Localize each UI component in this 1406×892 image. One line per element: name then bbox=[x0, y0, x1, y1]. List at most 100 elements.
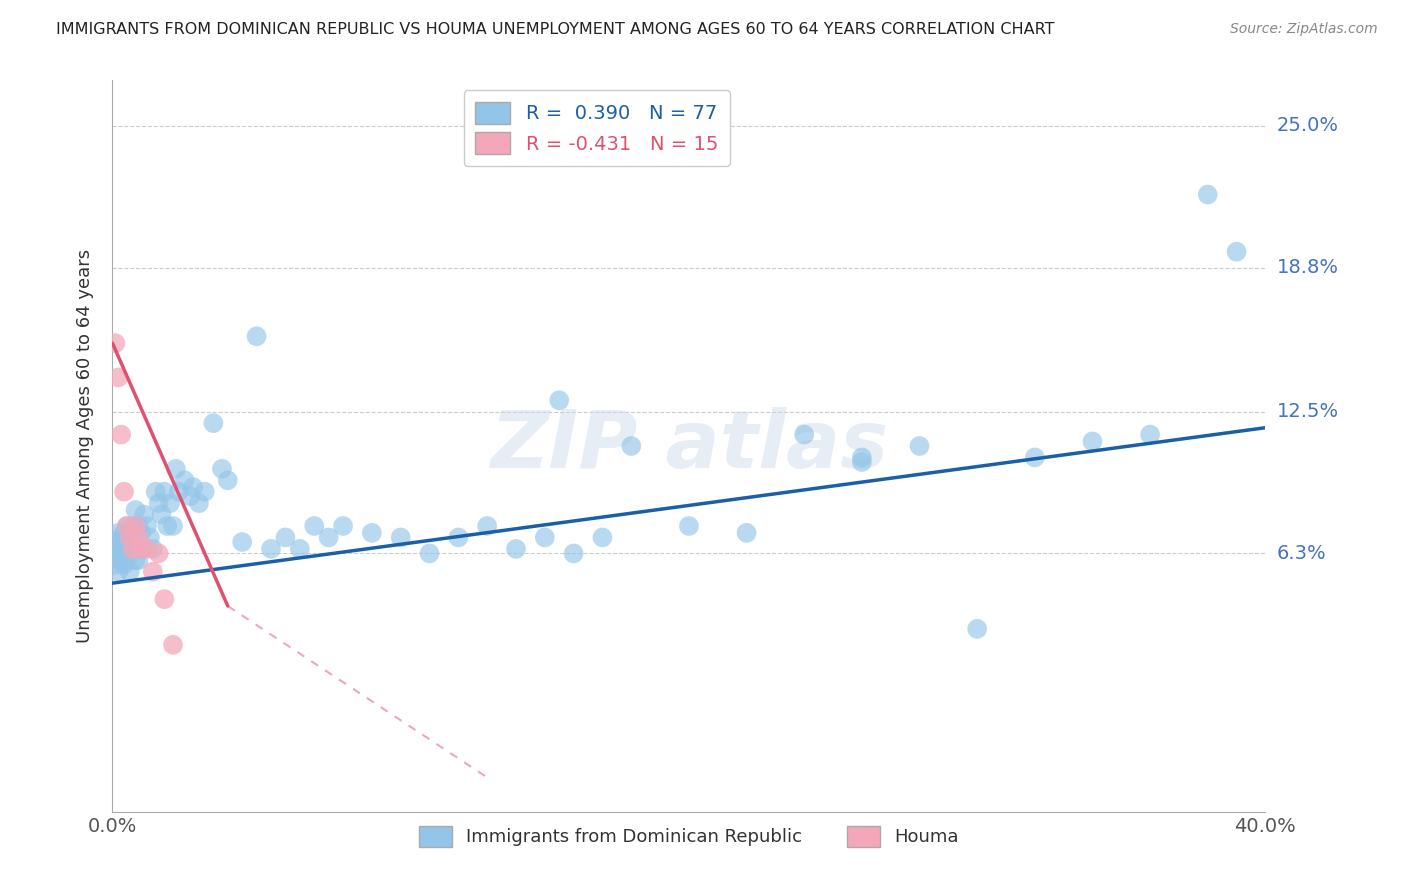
Point bbox=[115, 519, 138, 533]
Text: 12.5%: 12.5% bbox=[1277, 402, 1339, 421]
Point bbox=[1226, 244, 1249, 259]
Point bbox=[179, 489, 201, 503]
Point bbox=[389, 530, 412, 544]
Point bbox=[246, 329, 269, 343]
Point bbox=[112, 484, 135, 499]
Point bbox=[1139, 427, 1161, 442]
Point bbox=[505, 541, 527, 556]
Point bbox=[534, 530, 557, 544]
Point bbox=[304, 519, 326, 533]
Legend: Immigrants from Dominican Republic, Houma: Immigrants from Dominican Republic, Houm… bbox=[412, 819, 966, 854]
Point bbox=[159, 496, 181, 510]
Point bbox=[104, 546, 127, 560]
Point bbox=[318, 530, 340, 544]
Point bbox=[153, 592, 176, 607]
Point bbox=[851, 455, 873, 469]
Point bbox=[908, 439, 931, 453]
Point bbox=[1081, 434, 1104, 449]
Point bbox=[115, 519, 138, 533]
Point bbox=[110, 541, 132, 556]
Point bbox=[127, 530, 149, 544]
Point bbox=[112, 525, 135, 540]
Point bbox=[136, 519, 159, 533]
Point bbox=[110, 553, 132, 567]
Point bbox=[167, 484, 190, 499]
Point bbox=[548, 393, 571, 408]
Text: 18.8%: 18.8% bbox=[1277, 258, 1339, 277]
Y-axis label: Unemployment Among Ages 60 to 64 years: Unemployment Among Ages 60 to 64 years bbox=[76, 249, 94, 643]
Point bbox=[107, 370, 129, 384]
Point bbox=[110, 530, 132, 544]
Point bbox=[260, 541, 283, 556]
Point bbox=[145, 484, 167, 499]
Point bbox=[735, 525, 758, 540]
Point bbox=[419, 546, 441, 560]
Point bbox=[793, 427, 815, 442]
Point bbox=[217, 473, 239, 487]
Point bbox=[115, 535, 138, 549]
Point bbox=[966, 622, 988, 636]
Point bbox=[139, 530, 162, 544]
Point bbox=[231, 535, 253, 549]
Point bbox=[107, 525, 129, 540]
Text: Source: ZipAtlas.com: Source: ZipAtlas.com bbox=[1230, 22, 1378, 37]
Text: IMMIGRANTS FROM DOMINICAN REPUBLIC VS HOUMA UNEMPLOYMENT AMONG AGES 60 TO 64 YEA: IMMIGRANTS FROM DOMINICAN REPUBLIC VS HO… bbox=[56, 22, 1054, 37]
Point bbox=[129, 541, 153, 556]
Text: 25.0%: 25.0% bbox=[1277, 117, 1339, 136]
Point bbox=[107, 546, 129, 560]
Point bbox=[104, 535, 127, 549]
Point bbox=[360, 525, 382, 540]
Text: 6.3%: 6.3% bbox=[1277, 544, 1326, 563]
Point bbox=[274, 530, 297, 544]
Point bbox=[288, 541, 311, 556]
Point bbox=[447, 530, 470, 544]
Point bbox=[112, 541, 135, 556]
Point bbox=[153, 484, 176, 499]
Point bbox=[181, 480, 204, 494]
Point bbox=[211, 462, 233, 476]
Point bbox=[1024, 450, 1046, 465]
Point bbox=[110, 427, 132, 442]
Point bbox=[188, 496, 211, 510]
Point bbox=[1197, 187, 1219, 202]
Point bbox=[148, 546, 170, 560]
Point bbox=[142, 541, 165, 556]
Point bbox=[475, 519, 499, 533]
Point bbox=[678, 519, 700, 533]
Point bbox=[202, 416, 225, 430]
Point bbox=[173, 473, 195, 487]
Point bbox=[162, 638, 184, 652]
Point bbox=[124, 503, 146, 517]
Point bbox=[142, 565, 165, 579]
Point bbox=[127, 553, 149, 567]
Point bbox=[104, 336, 127, 351]
Point bbox=[148, 496, 170, 510]
Point bbox=[124, 519, 146, 533]
Point bbox=[118, 565, 141, 579]
Point bbox=[592, 530, 614, 544]
Point bbox=[150, 508, 173, 522]
Point bbox=[124, 553, 146, 567]
Text: ZIP atlas: ZIP atlas bbox=[489, 407, 889, 485]
Point bbox=[332, 519, 354, 533]
Point bbox=[112, 558, 135, 572]
Point bbox=[620, 439, 643, 453]
Point bbox=[129, 541, 153, 556]
Point bbox=[121, 541, 143, 556]
Point bbox=[162, 519, 184, 533]
Point bbox=[115, 553, 138, 567]
Point bbox=[562, 546, 585, 560]
Point bbox=[118, 530, 141, 544]
Point bbox=[134, 508, 156, 522]
Point bbox=[156, 519, 179, 533]
Point bbox=[127, 519, 149, 533]
Point bbox=[129, 525, 153, 540]
Point bbox=[118, 530, 141, 544]
Point bbox=[851, 450, 873, 465]
Point bbox=[194, 484, 217, 499]
Point bbox=[121, 519, 143, 533]
Point bbox=[121, 541, 143, 556]
Point bbox=[165, 462, 187, 476]
Point bbox=[104, 558, 127, 572]
Point bbox=[107, 565, 129, 579]
